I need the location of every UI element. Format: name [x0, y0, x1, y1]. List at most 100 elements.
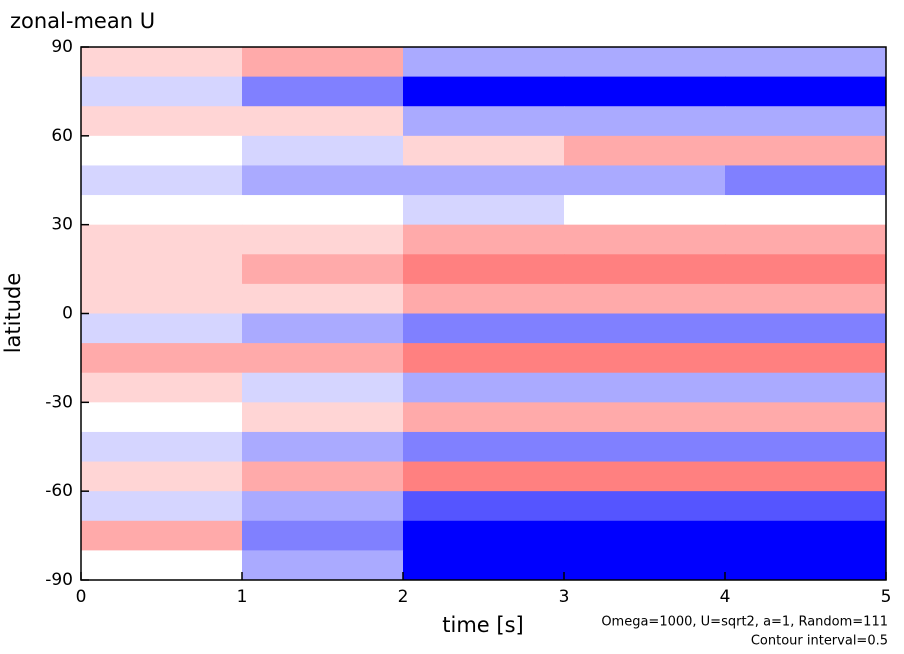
cell — [725, 224, 887, 255]
cell — [725, 431, 887, 463]
cell — [564, 431, 726, 463]
cell — [403, 254, 565, 285]
cell — [242, 372, 404, 403]
chart-title: zonal-mean U — [10, 9, 155, 33]
cell — [725, 372, 887, 403]
y-tick-label: -30 — [45, 392, 73, 412]
cell — [725, 313, 887, 344]
cell — [403, 106, 565, 137]
cell — [564, 343, 726, 374]
cell — [403, 550, 565, 581]
cell — [564, 461, 726, 492]
cell — [403, 461, 565, 492]
note: Omega=1000, U=sqrt2, a=1, Random=111 — [601, 615, 888, 630]
cell — [725, 343, 887, 374]
x-tick-label: 2 — [398, 587, 409, 607]
cell — [81, 283, 243, 314]
cell — [81, 254, 243, 285]
y-axis-label: latitude — [1, 273, 25, 354]
cell — [242, 283, 404, 314]
cell — [403, 402, 565, 433]
cell — [242, 76, 404, 107]
y-tick-label: -60 — [45, 481, 73, 501]
cell — [725, 254, 887, 285]
cell — [564, 520, 726, 551]
cell — [242, 135, 404, 166]
cell — [725, 135, 887, 166]
cell — [403, 76, 565, 107]
cell — [242, 550, 404, 581]
cell — [564, 135, 726, 166]
x-tick-label: 3 — [559, 587, 570, 607]
cell — [242, 254, 404, 285]
cell — [81, 165, 243, 196]
cell — [81, 491, 243, 522]
cell — [403, 224, 565, 255]
cell — [403, 431, 565, 463]
cell — [564, 402, 726, 433]
axes: 0 1 2 3 4 5 -90 -60 -30 0 30 60 90 — [45, 37, 891, 607]
cell — [242, 343, 404, 374]
cell — [81, 520, 243, 551]
cell — [242, 491, 404, 522]
y-tick-label: -90 — [45, 570, 73, 590]
x-tick-label: 1 — [237, 587, 248, 607]
cell — [564, 76, 726, 107]
cell — [564, 47, 726, 78]
cell — [564, 491, 726, 522]
cell — [242, 461, 404, 492]
cell — [725, 283, 887, 314]
x-tick-label: 4 — [720, 587, 731, 607]
cell — [403, 135, 565, 166]
cell — [242, 195, 404, 226]
cell — [242, 431, 404, 463]
cell — [725, 195, 887, 226]
cell — [81, 313, 243, 344]
cell — [81, 47, 243, 78]
cell — [81, 195, 243, 226]
y-tick-label: 60 — [51, 126, 73, 146]
cell — [403, 283, 565, 314]
cell — [81, 224, 243, 255]
x-axis-label: time [s] — [442, 613, 523, 637]
cell — [81, 431, 243, 463]
cell — [81, 402, 243, 433]
cell — [81, 461, 243, 492]
cell — [242, 106, 404, 137]
cell — [725, 76, 887, 107]
cell — [725, 491, 887, 522]
cell — [81, 135, 243, 166]
cell — [81, 343, 243, 374]
cell — [242, 313, 404, 344]
y-tick-label: 0 — [62, 304, 73, 324]
cell — [242, 402, 404, 433]
cell — [81, 550, 243, 581]
cell — [564, 224, 726, 255]
cell — [564, 254, 726, 285]
cell — [403, 195, 565, 226]
cell — [564, 106, 726, 137]
cell — [81, 372, 243, 403]
cell — [242, 224, 404, 255]
field — [81, 47, 887, 581]
cell — [564, 195, 726, 226]
cell — [403, 491, 565, 522]
cell — [403, 165, 565, 196]
y-tick-label: 30 — [51, 215, 73, 235]
cell — [725, 165, 887, 196]
cell — [81, 106, 243, 137]
x-tick-label: 5 — [881, 587, 892, 607]
cell — [725, 106, 887, 137]
cell — [725, 550, 887, 581]
cell — [242, 165, 404, 196]
cell — [242, 47, 404, 78]
note: Contour interval=0.5 — [751, 634, 888, 649]
cell — [81, 76, 243, 107]
cell — [564, 313, 726, 344]
cell — [564, 372, 726, 403]
cell — [403, 520, 565, 551]
cell — [403, 47, 565, 78]
cell — [403, 372, 565, 403]
cell — [403, 343, 565, 374]
